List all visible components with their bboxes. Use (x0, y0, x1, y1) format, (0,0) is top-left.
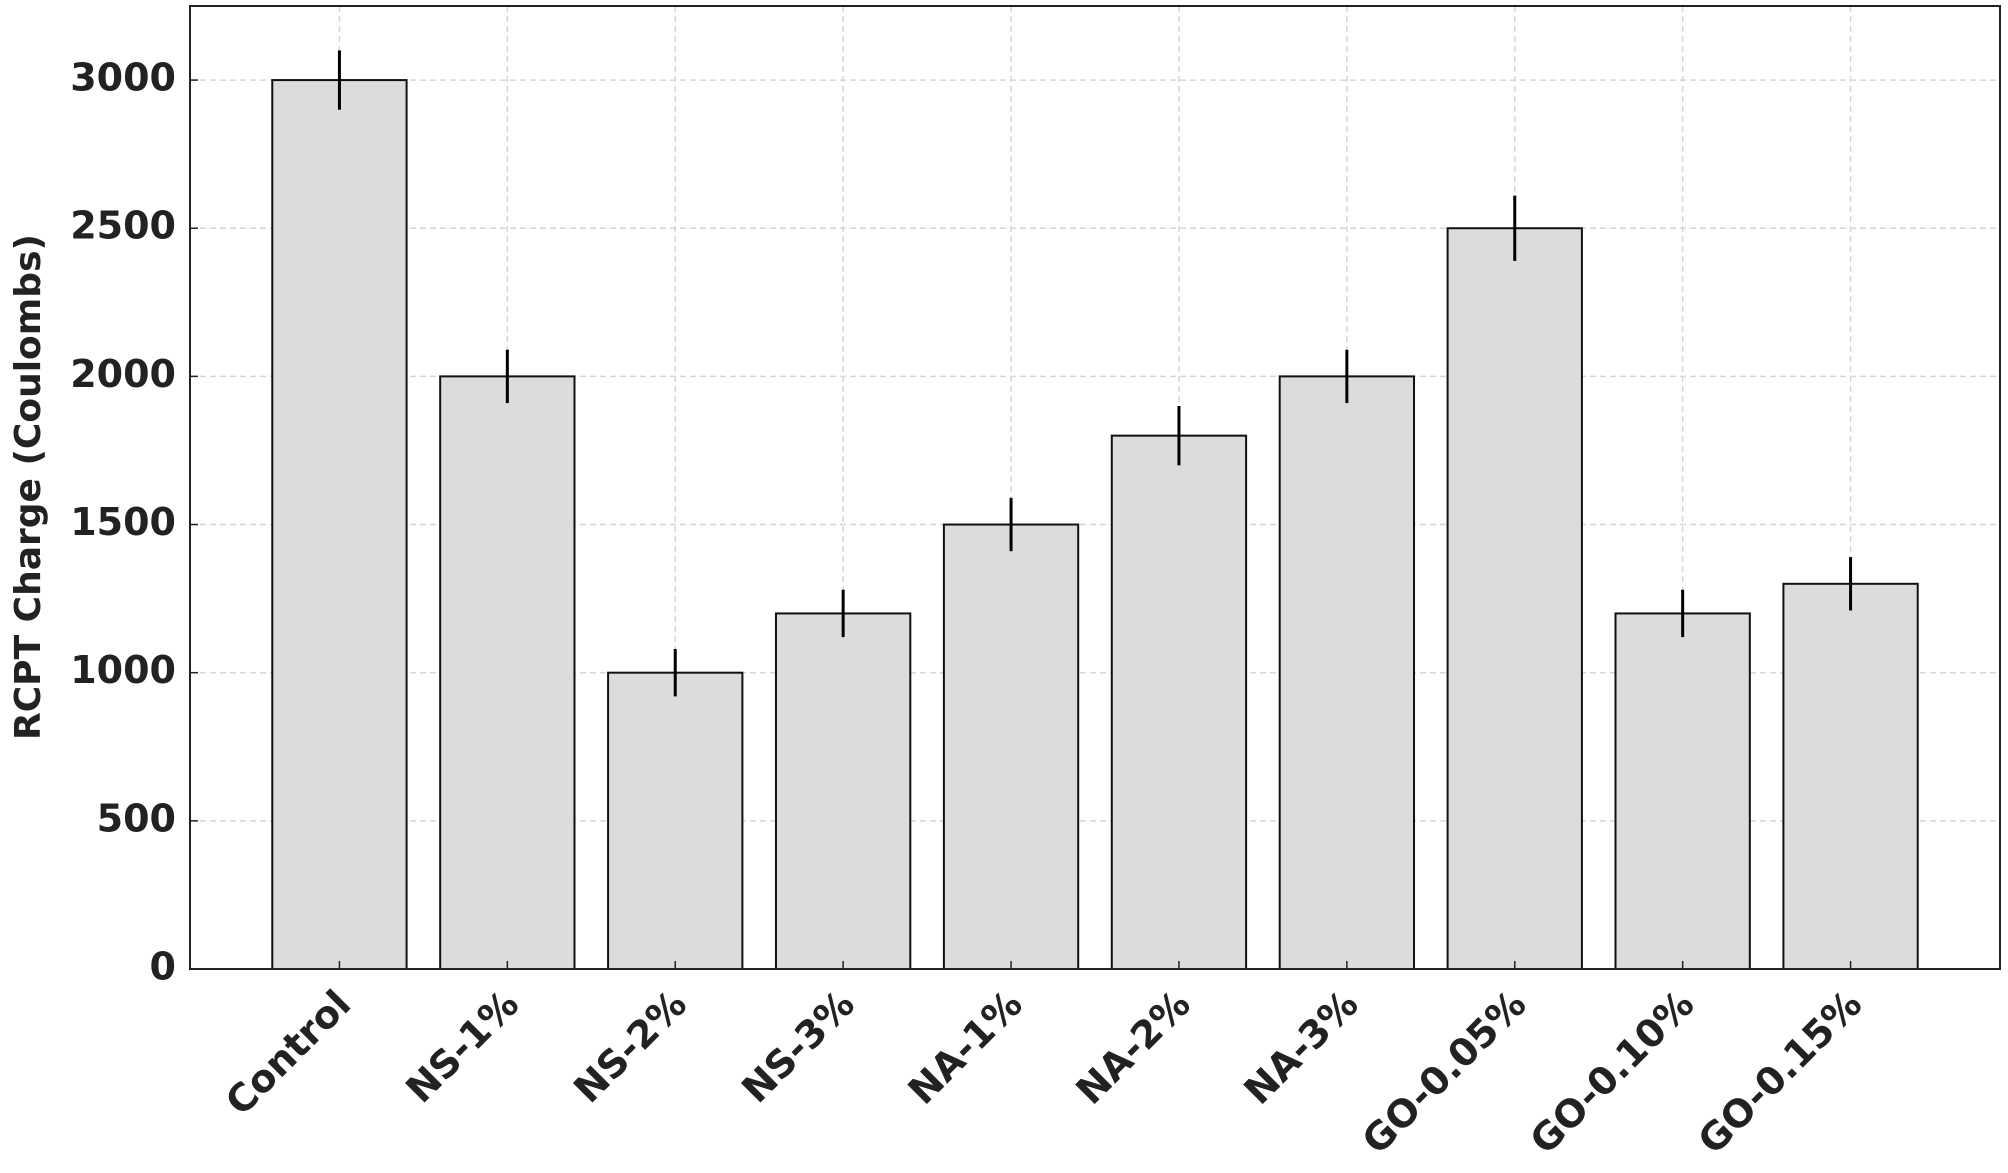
y-tick-label: 1000 (70, 648, 176, 692)
bar (1446, 227, 1583, 970)
y-tick-label: 0 (150, 945, 176, 989)
bar (439, 375, 576, 970)
bar (271, 79, 408, 971)
x-tick-label: GO-0.15% (1689, 982, 1870, 1163)
bar (607, 671, 744, 970)
bar (1110, 434, 1248, 970)
x-tick-label: NS-2% (565, 982, 695, 1112)
bar (1278, 375, 1416, 970)
x-tick-label: GO-0.10% (1522, 982, 1703, 1163)
bar (1782, 582, 1919, 970)
bar (774, 612, 912, 971)
x-tick-label: NA-1% (900, 982, 1031, 1113)
bar (1614, 612, 1751, 971)
x-tick-label: Control (217, 982, 359, 1124)
x-tick-label: NA-3% (1235, 982, 1366, 1113)
x-tick-label: GO-0.05% (1354, 982, 1535, 1163)
bar (942, 523, 1080, 970)
y-tick-label: 500 (97, 796, 176, 840)
y-tick-label: 1500 (70, 500, 176, 544)
y-tick-label: 2500 (70, 204, 176, 248)
y-tick-label: 3000 (70, 56, 176, 100)
plot-frame (189, 5, 2001, 970)
x-tick-label: NS-3% (733, 982, 863, 1112)
x-tick-label: NS-1% (397, 982, 527, 1112)
y-axis-label: RCPT Charge (Coulombs) (8, 234, 49, 740)
x-tick-label: NA-2% (1068, 982, 1199, 1113)
y-tick-label: 2000 (70, 352, 176, 396)
